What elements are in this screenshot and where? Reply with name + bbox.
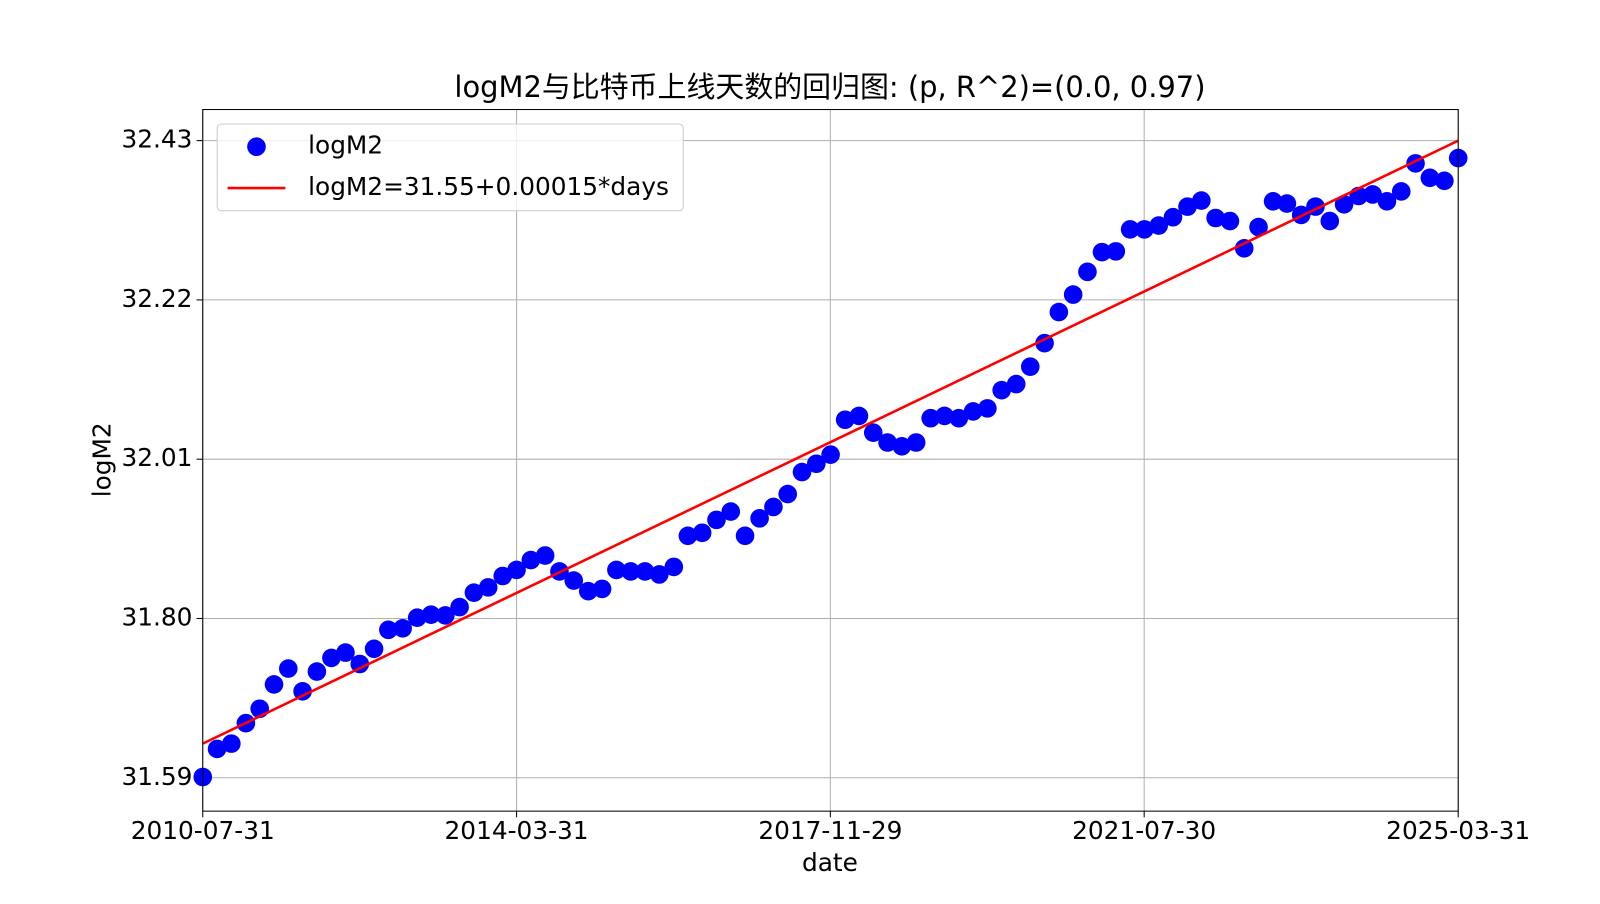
scatter-point — [750, 509, 769, 528]
scatter-point — [450, 597, 469, 617]
scatter-point — [1120, 220, 1140, 239]
scatter-point — [1420, 168, 1440, 188]
x-tick-label: 2010-07-31 — [131, 816, 275, 845]
y-tick-label: 31.80 — [121, 602, 192, 631]
scatter-point — [1049, 302, 1069, 322]
scatter-point — [578, 581, 598, 601]
scatter-point — [207, 739, 227, 759]
y-axis-label: logM2 — [88, 422, 117, 497]
scatter-point — [963, 402, 983, 421]
scatter-point — [978, 399, 997, 418]
scatter-point — [421, 605, 441, 624]
scatter-point — [1377, 192, 1397, 211]
scatter-point — [350, 654, 370, 674]
scatter-point — [778, 484, 798, 504]
scatter-point — [1320, 211, 1340, 231]
scatter-point — [863, 423, 883, 442]
scatter-point — [1063, 285, 1083, 304]
scatter-point — [393, 619, 412, 638]
scatter-point — [607, 560, 626, 580]
scatter-point — [535, 546, 555, 565]
y-tick-label: 32.22 — [121, 284, 192, 313]
legend-marker — [247, 137, 266, 157]
scatter-point — [621, 562, 640, 581]
scatter-point — [721, 502, 741, 521]
scatter-point — [849, 406, 869, 426]
plot-frame — [202, 109, 1459, 812]
x-axis-label: date — [802, 848, 858, 877]
scatter-point — [278, 659, 298, 678]
scatter-point — [1334, 195, 1354, 214]
scatter-point — [735, 526, 755, 546]
scatter-point — [1192, 191, 1211, 210]
scatter-point — [992, 380, 1011, 400]
scatter-point — [692, 523, 712, 543]
scatter-point — [1263, 192, 1283, 211]
scatter-point — [521, 550, 541, 570]
scatter-point — [1149, 216, 1168, 235]
y-tick-label: 31.59 — [121, 762, 192, 791]
scatter-point — [678, 526, 698, 546]
legend-box — [216, 123, 684, 212]
x-tick-label: 2017-11-29 — [758, 816, 902, 845]
scatter-point — [592, 579, 612, 599]
chart-title: logM2与比特币上线天数的回归图: (p, R^2)=(0.0, 0.97) — [454, 70, 1205, 104]
scatter-point — [792, 462, 812, 482]
scatter-point — [1363, 185, 1382, 204]
legend-label: logM2 — [308, 131, 383, 160]
scatter-point — [264, 675, 284, 694]
scatter-point — [878, 433, 897, 452]
scatter-point — [1006, 374, 1026, 394]
scatter-point — [707, 510, 726, 530]
y-tick-label: 32.01 — [121, 443, 192, 472]
scatter-point — [921, 408, 940, 428]
scatter-point — [436, 606, 455, 625]
scatter-point — [379, 620, 398, 640]
scatter-point — [935, 406, 954, 426]
x-tick-label: 2021-07-30 — [1072, 816, 1216, 845]
scatter-point — [222, 734, 241, 753]
y-tick-label: 32.43 — [121, 125, 192, 154]
scatter-point — [336, 643, 355, 662]
scatter-point — [293, 681, 312, 701]
x-tick-label: 2014-03-31 — [445, 816, 589, 845]
scatter-point — [564, 571, 584, 590]
scatter-point — [307, 662, 327, 681]
scatter-point — [478, 578, 498, 597]
scatter-point — [664, 557, 684, 577]
scatter-point — [1092, 242, 1112, 262]
scatter-point — [1135, 220, 1154, 239]
scatter-point — [364, 639, 384, 659]
scatter-point — [807, 454, 826, 474]
scatter-point — [1220, 211, 1240, 231]
scatter-point — [1435, 171, 1454, 191]
scatter-point — [1163, 207, 1183, 227]
scatter-point — [906, 433, 926, 452]
scatter-point — [1078, 262, 1097, 282]
scatter-point — [764, 497, 783, 517]
scatter-point — [1106, 242, 1126, 261]
x-tick-label: 2025-03-31 — [1386, 816, 1530, 845]
scatter-point — [821, 445, 840, 464]
scatter-point — [649, 565, 669, 584]
regression-line — [202, 139, 1459, 745]
scatter-point — [949, 408, 969, 428]
scatter-point — [464, 583, 484, 602]
scatter-point — [407, 608, 427, 628]
scatter-point — [635, 562, 655, 581]
scatter-point — [1391, 182, 1411, 201]
scatter-point — [322, 648, 341, 668]
scatter-point — [1249, 217, 1268, 237]
scatter-point — [1206, 208, 1225, 228]
scatter-point — [1234, 239, 1254, 258]
scatter-point — [507, 560, 526, 580]
scatter-point — [1020, 357, 1040, 376]
scatter-point — [892, 437, 912, 456]
legend-label: logM2=31.55+0.00015*days — [308, 172, 669, 201]
scatter-point — [1277, 194, 1297, 213]
